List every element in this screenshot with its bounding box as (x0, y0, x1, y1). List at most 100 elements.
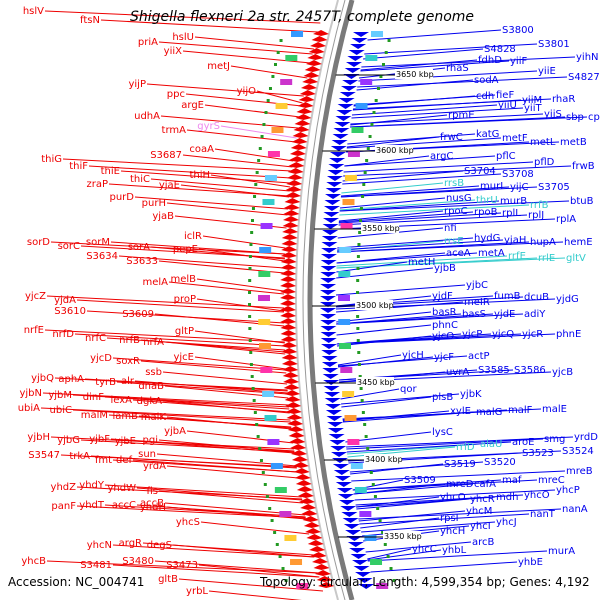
gene-label[interactable]: yiiM (522, 95, 542, 106)
gene-label[interactable]: yijC (510, 182, 528, 193)
gene-label[interactable]: S3708 (502, 169, 534, 180)
gene-label[interactable]: rrfE (508, 251, 526, 262)
gene-label[interactable]: S4827 (568, 72, 600, 83)
gene-label[interactable]: rrfB (530, 200, 549, 211)
gene-label[interactable]: S3705 (538, 182, 570, 193)
gene-label[interactable]: mreD (446, 479, 474, 490)
gene-label[interactable]: malF (508, 405, 533, 416)
gene-label[interactable]: hupA (530, 237, 556, 248)
gene-label[interactable]: iclR (184, 231, 202, 242)
gene-label[interactable]: cafA (474, 479, 496, 490)
gene-label[interactable]: aroE (512, 437, 534, 448)
gene-label[interactable]: yhbL (442, 545, 467, 556)
gene-label[interactable]: S3687 (150, 150, 182, 161)
gene-label[interactable]: melA (142, 277, 168, 288)
gene-label[interactable]: arcB (472, 537, 495, 548)
gene-label[interactable]: thiG (41, 154, 62, 165)
gene-label[interactable]: trmA (162, 125, 187, 136)
gene-label[interactable]: rrsB (444, 178, 464, 189)
gene-label[interactable]: uvrA (446, 367, 469, 378)
gene-label[interactable]: murB (500, 196, 527, 207)
gene-label[interactable]: metH (408, 257, 435, 268)
gene-label[interactable]: yijP (128, 79, 146, 90)
gene-label[interactable]: sorA (128, 242, 150, 253)
gene-label[interactable]: yhcP (556, 485, 580, 496)
gene-label[interactable]: rplJ (528, 210, 544, 221)
gene-label[interactable]: yiiE (538, 66, 556, 77)
gene-label[interactable]: ftsN (80, 15, 100, 26)
gene-label[interactable]: yiiU (498, 100, 517, 111)
gene-label[interactable]: phnE (556, 329, 581, 340)
gene-label[interactable]: plsB (432, 392, 453, 403)
gene-label[interactable]: metL (530, 137, 556, 148)
gene-label[interactable]: dcuB (524, 292, 549, 303)
gene-label[interactable]: sun (138, 449, 156, 460)
gene-label[interactable]: S3633 (126, 256, 158, 267)
gene-label[interactable]: S3634 (86, 251, 118, 262)
gene-label[interactable]: pgi (143, 435, 158, 446)
gene-label[interactable]: alr (121, 376, 135, 387)
gene-label[interactable]: proP (174, 294, 196, 305)
gene-label[interactable]: accC (112, 500, 136, 511)
gene-label[interactable]: yjbE (115, 436, 136, 447)
gene-label[interactable]: fieF (496, 90, 514, 101)
gene-label[interactable]: zraP (86, 179, 108, 190)
gene-label[interactable]: sorM (86, 237, 110, 248)
gene-label[interactable]: yhcS (176, 517, 200, 528)
gene-label[interactable]: ssb (145, 367, 162, 378)
gene-label[interactable]: argC (430, 151, 453, 162)
gene-label[interactable]: yiiX (164, 46, 182, 57)
gene-label[interactable]: nusG (446, 193, 472, 204)
gene-label[interactable]: yjcH (402, 350, 424, 361)
gene-label[interactable]: yjbH (27, 432, 50, 443)
gene-label[interactable]: accB (140, 498, 164, 509)
gene-label[interactable]: dnaB (138, 381, 164, 392)
gene-label[interactable]: fumB (494, 291, 521, 302)
gene-label[interactable]: yjbB (434, 263, 456, 274)
gene-label[interactable]: S3523 (522, 448, 554, 459)
gene-label[interactable]: metA (478, 248, 505, 259)
gene-label[interactable]: purD (110, 192, 135, 203)
gene-label[interactable]: ppc (167, 89, 185, 100)
gene-label[interactable]: rrsE (444, 236, 464, 247)
gene-label[interactable]: cpxP (588, 112, 600, 123)
gene-label[interactable]: malE (542, 404, 567, 415)
gene-label[interactable]: S3585 (478, 365, 510, 376)
gene-label[interactable]: yjbC (466, 280, 488, 291)
gene-label[interactable]: S3524 (562, 446, 594, 457)
gene-label[interactable]: udhA (134, 111, 160, 122)
gene-label[interactable]: yrbL (186, 586, 208, 597)
gene-label[interactable]: yhcM (466, 506, 492, 517)
gene-label[interactable]: rrlE (538, 253, 555, 264)
gene-label[interactable]: sbp (566, 112, 584, 123)
gene-label[interactable]: yijO (237, 86, 256, 97)
gene-label[interactable]: xylE (450, 406, 471, 417)
gene-label[interactable]: tyrB (95, 377, 116, 388)
gene-label[interactable]: gltP (175, 326, 194, 337)
gene-label[interactable]: pepE (173, 244, 198, 255)
gene-label[interactable]: yhcC (412, 544, 437, 555)
gene-label[interactable]: hydG (474, 233, 500, 244)
gene-label[interactable]: melB (170, 274, 196, 285)
gene-label[interactable]: rplL (502, 208, 521, 219)
gene-label[interactable]: thiF (69, 161, 88, 172)
gene-label[interactable]: rhaS (446, 63, 469, 74)
gene-label[interactable]: frwC (440, 132, 463, 143)
gene-label[interactable]: btuB (570, 196, 594, 207)
gene-label[interactable]: S3509 (404, 475, 436, 486)
gene-label[interactable]: S3519 (444, 459, 476, 470)
gene-label[interactable]: thrU (476, 195, 498, 206)
gene-label[interactable]: mdh (496, 492, 518, 503)
gene-label[interactable]: yjbF (89, 434, 110, 445)
gene-label[interactable]: pflD (534, 157, 555, 168)
gene-label[interactable]: yjbA (164, 426, 186, 437)
gene-label[interactable]: yhdH (140, 502, 166, 513)
gene-label[interactable]: lexA (110, 395, 132, 406)
gene-label[interactable]: yhcB (21, 556, 46, 567)
gene-label[interactable]: nrfC (85, 333, 106, 344)
gene-label[interactable]: yhcN (87, 540, 112, 551)
gene-label[interactable]: yjcO (432, 331, 454, 342)
gene-label[interactable]: yiiS (544, 109, 562, 120)
gene-label[interactable]: sorD (27, 237, 50, 248)
gene-label[interactable]: yhcJ (496, 517, 517, 528)
